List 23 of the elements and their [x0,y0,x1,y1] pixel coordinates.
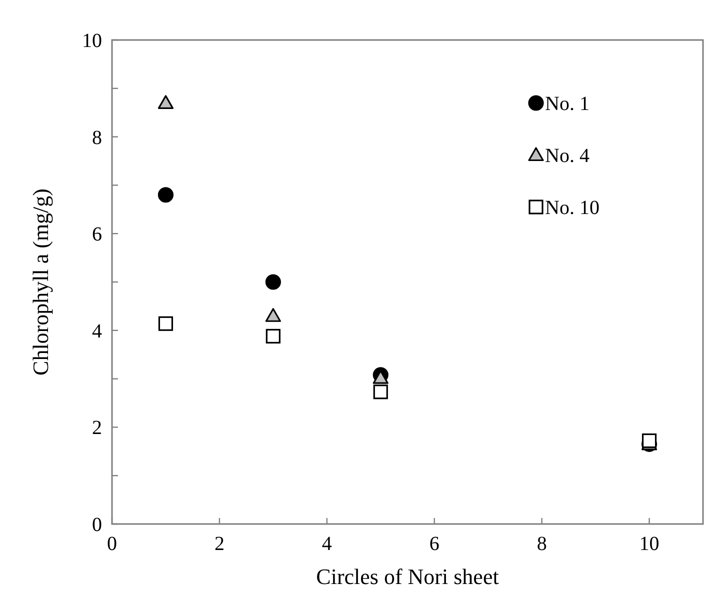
point [158,187,174,203]
x-tick-label: 8 [536,533,547,555]
y-axis-title: Chlorophyll a (mg/g) [28,188,53,376]
x-tick-label: 10 [639,533,660,555]
x-tick-label: 0 [107,533,117,555]
y-tick-label: 0 [92,514,102,536]
legend-label: No. 1 [545,93,590,115]
point [265,308,281,322]
point [158,316,174,331]
legend-label: No. 10 [545,197,600,219]
y-tick-label: 2 [92,417,102,440]
y-tick-label: 8 [92,126,102,149]
point [265,274,281,290]
y-tick-label: 10 [82,30,102,52]
legend-label: No. 4 [545,145,590,167]
y-tick-label: 6 [92,224,102,246]
point [642,433,657,448]
point [158,95,174,109]
x-tick-label: 6 [429,533,440,555]
x-tick-label: 2 [214,533,224,555]
x-tick-label: 4 [322,533,332,555]
x-axis-title: Circles of Nori sheet [316,564,499,589]
y-tick-label: 4 [92,320,102,342]
